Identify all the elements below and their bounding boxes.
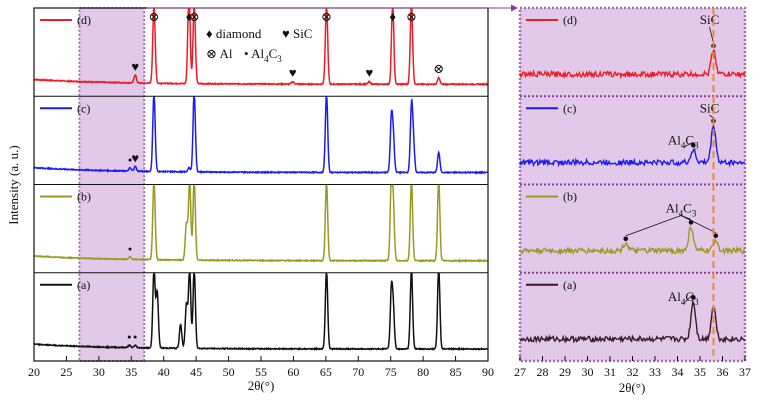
peak-marker-otimes: ⊗ bbox=[406, 9, 417, 24]
series-panel-label: (c) bbox=[563, 101, 576, 115]
peak-marker-otimes: ⊗ bbox=[189, 9, 200, 24]
left-x-tick-label: 75 bbox=[385, 365, 397, 379]
legend-diamond-label: ♦ diamond bbox=[206, 26, 262, 41]
left-x-tick-label: 85 bbox=[450, 365, 462, 379]
peak-marker-diamond: ♦ bbox=[389, 9, 396, 24]
series-panel-label: (d) bbox=[77, 13, 91, 27]
left-x-tick-label: 25 bbox=[60, 365, 72, 379]
right-x-tick-label: 34 bbox=[672, 365, 684, 379]
annotation-leader bbox=[683, 141, 694, 148]
peak-marker-heart: ♥ bbox=[131, 59, 139, 74]
right-series-line bbox=[519, 49, 746, 80]
right-x-tick-label: 35 bbox=[694, 365, 706, 379]
left-series-line bbox=[33, 273, 489, 351]
annotation-leader bbox=[625, 215, 682, 237]
peak-marker-dot: • bbox=[128, 241, 133, 256]
left-chart: (d)♥⊗ ♦⊗♥⊗♥♦ ⊗⊗(c)• ♥(b)•(a)• • 20 25 30 35 40 45… bbox=[6, 7, 494, 393]
series-panel-label: (a) bbox=[563, 278, 576, 292]
right-series-line bbox=[519, 124, 746, 168]
right-series-line bbox=[519, 224, 746, 256]
right-x-tick-label: 30 bbox=[582, 365, 594, 379]
peak-marker-otimes: ⊗ bbox=[433, 61, 444, 76]
left-x-tick-label: 40 bbox=[158, 365, 170, 379]
right-x-tick-label: 37 bbox=[739, 365, 751, 379]
right-x-tick-label: 31 bbox=[604, 365, 616, 379]
left-x-tick-label: 70 bbox=[352, 365, 364, 379]
annotation-marker bbox=[690, 295, 696, 300]
peak-marker-dot: • bbox=[127, 330, 132, 345]
series-panel-label: (b) bbox=[77, 190, 91, 204]
right-x-tick-label: 27 bbox=[514, 365, 526, 379]
annotation-leader bbox=[682, 294, 694, 305]
left-x-tick-label: 80 bbox=[417, 365, 429, 379]
series-panel-label: (c) bbox=[77, 101, 90, 115]
series-panel-label: (b) bbox=[563, 190, 577, 204]
annotation-leader bbox=[709, 114, 714, 119]
peak-marker-heart: ♥ bbox=[289, 65, 297, 80]
peak-marker-otimes: ⊗ bbox=[321, 9, 332, 24]
left-x-tick-label: 55 bbox=[255, 365, 267, 379]
series-panel-label: (a) bbox=[77, 278, 90, 292]
annotation-label: SiC bbox=[700, 100, 720, 115]
annotation-leader bbox=[680, 215, 716, 234]
legend-al4c3-label: • Al4C3 bbox=[244, 46, 282, 64]
left-series-line bbox=[33, 96, 489, 175]
left-series-line bbox=[33, 184, 488, 264]
annotation-marker bbox=[690, 142, 696, 148]
left-x-tick-label: 60 bbox=[287, 365, 299, 379]
peak-marker-diamond: ♦ bbox=[186, 9, 193, 24]
series-panel-label: (d) bbox=[563, 13, 577, 27]
left-x-tick-label: 65 bbox=[320, 365, 332, 379]
legend-al-label: ⊗ Al bbox=[206, 46, 233, 61]
right-chart: (d) SiC (c) SiC Al4C3 (b) Al4C3 (a) Al4C3 27 28 29… bbox=[514, 6, 751, 395]
legend-sic-label: ♥ SiC bbox=[282, 26, 312, 41]
annotation-label: Al4C3 bbox=[668, 132, 699, 150]
annotation-label: SiC bbox=[700, 12, 720, 27]
peak-marker-heart: ♥ bbox=[131, 151, 139, 166]
right-x-tick-label: 28 bbox=[537, 365, 549, 379]
annotation-leader bbox=[709, 26, 714, 44]
peak-marker-otimes: ⊗ bbox=[149, 9, 160, 24]
peak-marker-heart: ♥ bbox=[365, 65, 373, 80]
right-series-line bbox=[519, 299, 746, 344]
peak-marker-dot: • bbox=[128, 152, 133, 167]
annotation-marker bbox=[713, 233, 719, 238]
right-x-axis-label: 2θ(°) bbox=[619, 380, 646, 395]
annotation-label: Al4C3 bbox=[666, 201, 697, 219]
right-x-tick-label: 29 bbox=[559, 365, 571, 379]
annotation-label: Al4C3 bbox=[668, 289, 699, 307]
left-series-line bbox=[33, 8, 489, 87]
annotation-marker bbox=[623, 236, 629, 242]
right-x-tick-label: 33 bbox=[649, 365, 661, 379]
right-x-tick-label: 32 bbox=[627, 365, 639, 379]
peak-marker-dot: • bbox=[133, 330, 138, 345]
left-legend: ♦ diamond ♥ SiC ⊗ Al • Al4C3 bbox=[206, 26, 312, 64]
left-x-tick-label: 30 bbox=[93, 365, 105, 379]
left-x-tick-label: 45 bbox=[190, 365, 202, 379]
left-x-tick-label: 90 bbox=[482, 365, 494, 379]
left-y-axis-label: Intensity (a. u.) bbox=[6, 145, 21, 224]
left-x-tick-label: 50 bbox=[223, 365, 235, 379]
left-x-tick-label: 20 bbox=[28, 365, 40, 379]
left-x-axis-label: 2θ(°) bbox=[248, 378, 275, 393]
left-x-tick-label: 35 bbox=[125, 365, 137, 379]
right-x-tick-label: 36 bbox=[717, 365, 729, 379]
